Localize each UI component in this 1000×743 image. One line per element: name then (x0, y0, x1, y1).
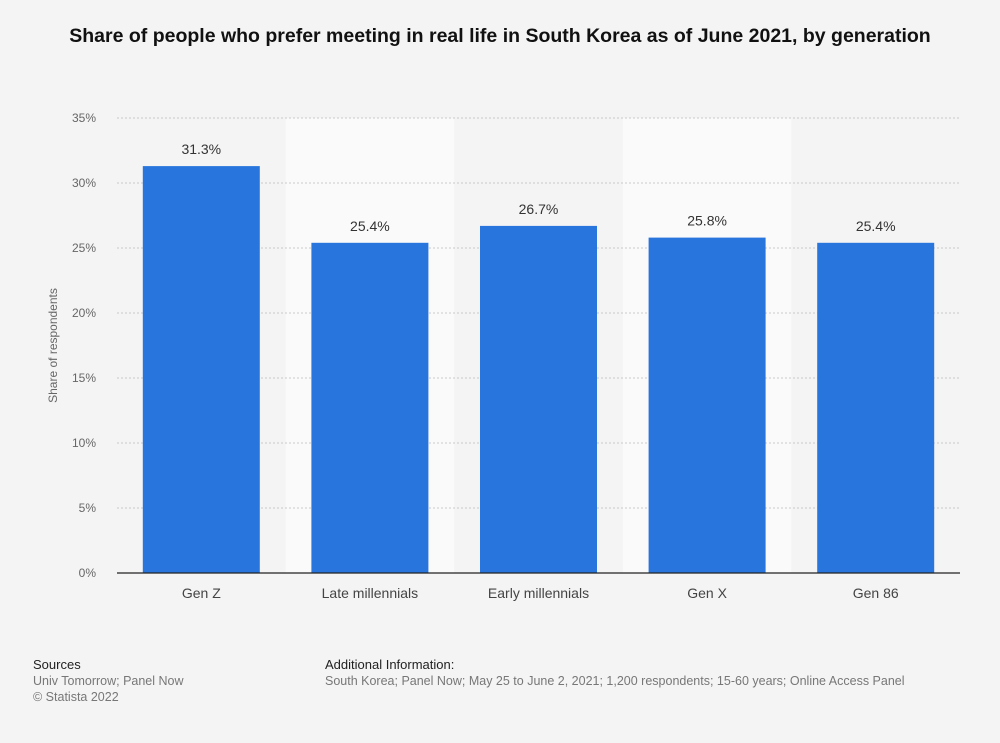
y-tick-label: 20% (72, 306, 96, 320)
data-label: 25.4% (350, 218, 390, 234)
additional-info-block: Additional Information: South Korea; Pan… (325, 657, 905, 689)
data-label: 26.7% (519, 201, 559, 217)
sources-block: Sources Univ Tomorrow; Panel Now © Stati… (33, 657, 184, 705)
y-tick-label: 5% (79, 501, 97, 515)
data-label: 25.4% (856, 218, 896, 234)
bar (311, 242, 429, 574)
x-tick-label: Gen 86 (853, 585, 899, 601)
bar (142, 166, 260, 573)
y-tick-label: 35% (72, 111, 96, 125)
bar (480, 225, 597, 573)
x-tick-label: Early millennials (488, 585, 589, 601)
x-tick-label: Gen Z (182, 585, 221, 601)
sources-line-2: © Statista 2022 (33, 690, 119, 704)
x-tick-label: Late millennials (322, 585, 419, 601)
x-tick-label: Gen X (687, 585, 727, 601)
y-axis-label: Share of respondents (46, 288, 60, 403)
y-tick-label: 15% (72, 371, 96, 385)
bar (648, 237, 766, 573)
y-tick-label: 30% (72, 176, 96, 190)
chart-title: Share of people who prefer meeting in re… (69, 25, 931, 47)
y-tick-label: 10% (72, 436, 96, 450)
data-label: 25.8% (687, 213, 727, 229)
sources-line-1: Univ Tomorrow; Panel Now (33, 674, 184, 688)
y-tick-label: 25% (72, 241, 96, 255)
additional-info-heading: Additional Information: (325, 657, 455, 672)
sources-heading: Sources (33, 657, 81, 672)
bar (817, 242, 935, 574)
data-label: 31.3% (181, 141, 221, 157)
y-tick-label: 0% (79, 566, 97, 580)
additional-info-text: South Korea; Panel Now; May 25 to June 2… (325, 674, 905, 688)
bar-chart: 0% 5% 10% 15% 20% 25% 30% 35% 31.3% Gen Z 25.4% Lat… (46, 111, 960, 601)
